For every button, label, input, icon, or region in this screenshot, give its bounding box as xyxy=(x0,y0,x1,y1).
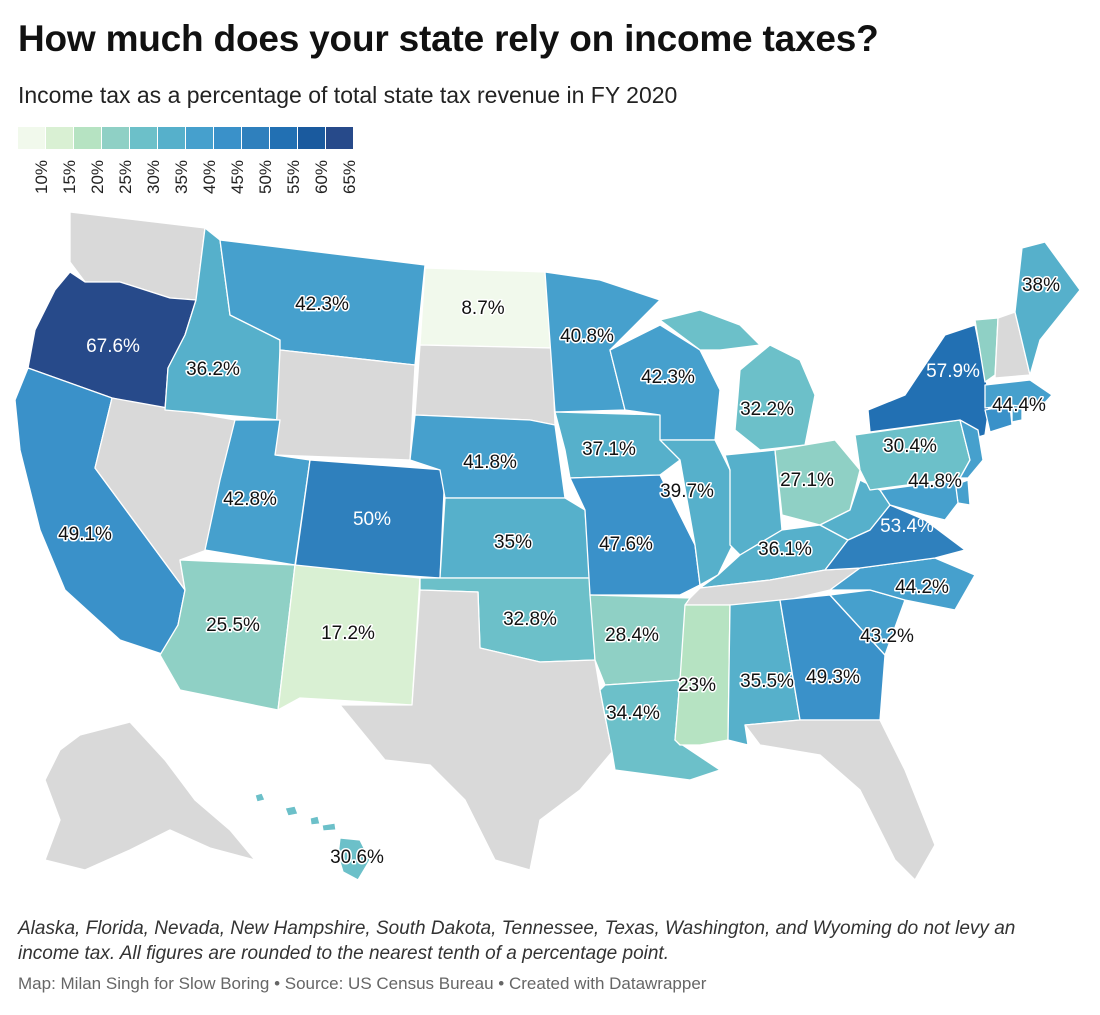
state-label-PA: 30.4% xyxy=(883,436,937,457)
state-TX xyxy=(339,589,613,871)
legend-swatch xyxy=(130,127,157,149)
state-GA xyxy=(779,594,886,721)
state-HI xyxy=(254,792,371,881)
us-map: 67.6% 49.1% 36.2% 42.3% 8.7% 42.8% 50% 25.5% 17.… xyxy=(14,211,1081,881)
legend-swatch xyxy=(242,127,269,149)
state-value-labels: 67.6% 49.1% 36.2% 42.3% 8.7% 42.8% 50% 25.5% 17.… xyxy=(57,274,1062,870)
color-legend: 10% 15% 20% 25% 30% 35% 40% 45% 50% 55% 60% 65% xyxy=(18,127,359,198)
legend-swatch xyxy=(186,127,213,149)
state-FL xyxy=(744,719,936,881)
state-label-AR: 28.4% xyxy=(605,625,659,646)
legend-swatch xyxy=(214,127,241,149)
state-label-MS: 23% xyxy=(678,675,716,696)
state-label-MO: 47.6% xyxy=(599,534,653,555)
state-label-NJ: 44.8% xyxy=(908,471,962,492)
state-MD xyxy=(879,479,959,521)
state-NJ xyxy=(959,419,984,479)
state-label-OR: 67.6% xyxy=(86,336,140,357)
state-MO xyxy=(569,474,701,596)
state-MA xyxy=(984,379,1053,409)
state-label-HI: 30.6% xyxy=(330,847,384,868)
legend-labels: 10% 15% 20% 25% 30% 35% 40% 45% 50% 55% 60% 65% xyxy=(18,152,359,198)
legend-swatches xyxy=(18,127,354,149)
state-label-WI: 42.3% xyxy=(641,367,695,388)
legend-swatch xyxy=(46,127,73,149)
state-label-MI: 32.2% xyxy=(740,399,794,420)
state-WY xyxy=(274,349,416,461)
legend-swatch xyxy=(74,127,101,149)
state-AK xyxy=(44,721,256,871)
legend-swatch xyxy=(298,127,325,149)
chart-title: How much does your state rely on income … xyxy=(18,18,879,59)
state-label-LA: 34.4% xyxy=(606,703,660,724)
chart-subtitle: Income tax as a percentage of total stat… xyxy=(18,82,678,108)
state-NY xyxy=(867,324,991,441)
state-label-KY: 36.1% xyxy=(758,539,812,560)
state-label-GA: 49.3% xyxy=(806,667,860,688)
state-CT xyxy=(984,404,1013,433)
state-label-CA: 49.1% xyxy=(58,524,112,545)
state-label-AZ: 25.5% xyxy=(206,615,260,636)
footnote: Alaska, Florida, Nevada, New Hampshire, … xyxy=(18,918,1016,964)
state-label-AL: 35.5% xyxy=(740,671,794,692)
state-label-MN: 40.8% xyxy=(560,326,614,347)
legend-swatch xyxy=(326,127,353,149)
state-label-KS: 35% xyxy=(494,532,532,553)
state-label-ME: 38% xyxy=(1022,275,1060,296)
legend-swatch xyxy=(18,127,45,149)
state-label-CO: 50% xyxy=(353,509,391,530)
state-label-SC: 43.2% xyxy=(860,626,914,647)
legend-swatch xyxy=(158,127,185,149)
state-label-IL: 39.7% xyxy=(660,481,714,502)
state-label-IA: 37.1% xyxy=(582,439,636,460)
state-label-UT: 42.8% xyxy=(223,489,277,510)
state-label-OK: 32.8% xyxy=(503,609,557,630)
state-label-VA: 53.4% xyxy=(880,516,934,537)
state-label-MA: 44.4% xyxy=(992,395,1046,416)
state-label-NY: 57.9% xyxy=(926,361,980,382)
state-label-OH: 27.1% xyxy=(780,470,834,491)
state-label-NC: 44.2% xyxy=(895,577,949,598)
legend-swatch xyxy=(270,127,297,149)
state-label-ID: 36.2% xyxy=(186,359,240,380)
state-ME xyxy=(1014,241,1081,376)
state-label-NE: 41.8% xyxy=(463,452,517,473)
state-label-MT: 42.3% xyxy=(295,294,349,315)
state-label-NM: 17.2% xyxy=(321,623,375,644)
legend-swatch xyxy=(102,127,129,149)
state-SD xyxy=(414,344,556,426)
credit-line: Map: Milan Singh for Slow Boring • Sourc… xyxy=(18,974,707,993)
legend-label: 65% xyxy=(340,159,359,194)
state-label-ND: 8.7% xyxy=(461,298,504,319)
